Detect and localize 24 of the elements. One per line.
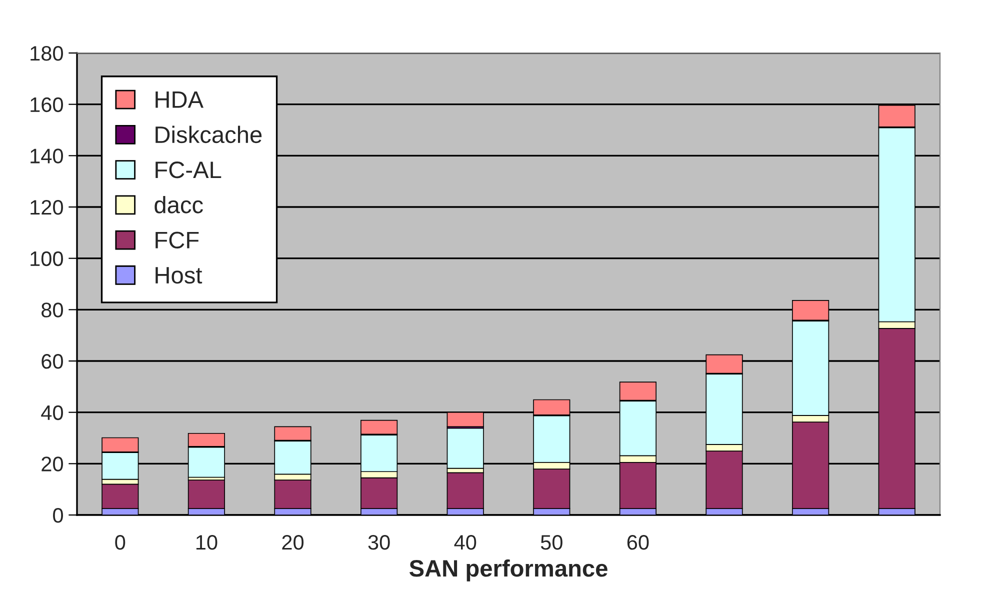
- y-tick-label: 160: [30, 97, 63, 112]
- y-tick-label: 40: [41, 405, 63, 420]
- x-tick-label: 10: [196, 534, 218, 550]
- y-tick-label: 80: [42, 302, 63, 318]
- legend-label: FC-AL: [156, 162, 222, 178]
- y-tick-label: 60: [42, 354, 63, 369]
- legend-label: Host: [156, 267, 202, 284]
- x-tick-label: 30: [368, 534, 390, 550]
- x-tick-label: 60: [627, 534, 649, 550]
- x-axis-title: SAN performance: [409, 559, 608, 582]
- y-tick-label: 100: [30, 251, 63, 266]
- x-tick-label: 20: [282, 534, 304, 550]
- x-tick-label: 40: [454, 534, 476, 550]
- y-tick-label: 20: [42, 456, 63, 472]
- x-tick-label: 50: [540, 534, 562, 550]
- y-tick-label: 120: [30, 200, 63, 215]
- x-tick-label: 0: [115, 534, 126, 550]
- y-tick-label: 0: [53, 508, 63, 523]
- y-tick-label: 180: [30, 46, 63, 61]
- legend-label: FCF: [156, 232, 199, 248]
- y-tick-label: 140: [30, 148, 63, 164]
- legend-label: HDA: [156, 92, 204, 108]
- legend-label: dacc: [154, 196, 203, 214]
- legend-label: Diskcache: [156, 126, 262, 144]
